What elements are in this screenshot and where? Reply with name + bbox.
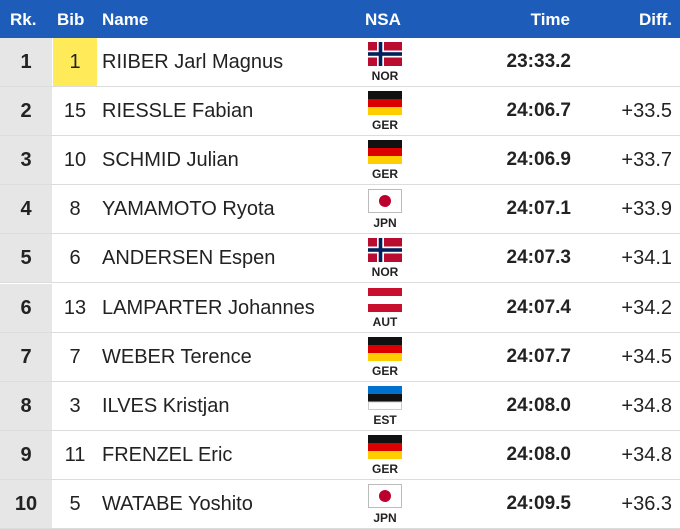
nsa-code: JPN — [373, 510, 397, 525]
rank: 6 — [0, 283, 53, 332]
diff: +34.1 — [621, 247, 672, 270]
athlete-name: ANDERSEN Espen — [102, 247, 276, 270]
nsa-code: JPN — [373, 216, 397, 231]
nsa-code: EST — [373, 412, 397, 427]
nsa-code: GER — [371, 167, 398, 182]
flag — [368, 434, 402, 459]
header-cell: Diff. — [638, 10, 672, 29]
bib: 10 — [63, 149, 87, 172]
bib: 3 — [69, 394, 81, 417]
rank: 1 — [0, 38, 53, 86]
rank: 2 — [0, 87, 53, 136]
athlete-name: FRENZEL Eric — [102, 443, 233, 466]
header-cell: Rk. — [10, 10, 37, 29]
result-row: 5 6 ANDERSEN Espen NOR 24:07.3 +34.1 — [0, 234, 680, 284]
result-row: 3 10 SCHMID Julian GER 24:06.9 +33.7 — [0, 136, 680, 186]
athlete-name: WATABE Yoshito — [102, 492, 253, 515]
time: 24:08.0 — [506, 443, 571, 465]
nsa-code: GER — [371, 118, 398, 133]
bib: 1 — [53, 38, 97, 86]
flag — [368, 483, 402, 508]
diff: +34.5 — [621, 345, 672, 368]
athlete-name: YAMAMOTO Ryota — [102, 198, 275, 221]
result-row: 6 13 LAMPARTER Johannes AUT 24:07.4 +34.2 — [0, 283, 680, 333]
header-cell: Name — [102, 10, 149, 29]
nsa-code: AUT — [372, 314, 398, 329]
flag — [368, 140, 402, 165]
result-row: 2 15 RIESSLE Fabian GER 24:06.7 +33.5 — [0, 87, 680, 137]
athlete-name: ILVES Kristjan — [102, 394, 230, 417]
athlete-name: SCHMID Julian — [102, 149, 239, 172]
bib: 5 — [69, 492, 81, 515]
bib: 15 — [63, 100, 87, 123]
flag — [368, 91, 402, 116]
diff: +33.5 — [621, 100, 672, 123]
time: 24:07.3 — [506, 247, 571, 269]
time: 24:06.9 — [506, 149, 571, 171]
time: 24:07.7 — [506, 345, 571, 367]
result-row: 4 8 YAMAMOTO Ryota JPN 24:07.1 +33.9 — [0, 185, 680, 235]
result-row: 8 3 ILVES Kristjan EST 24:08.0 +34.8 — [0, 381, 680, 431]
athlete-name: RIESSLE Fabian — [102, 100, 254, 123]
diff: +34.8 — [621, 394, 672, 417]
bib: 7 — [69, 345, 81, 368]
bib: 13 — [63, 296, 87, 319]
nsa-code: GER — [371, 461, 398, 476]
rank: 10 — [0, 479, 53, 528]
flag — [368, 238, 402, 263]
nsa-code: NOR — [371, 69, 399, 83]
diff: +36.3 — [621, 492, 672, 515]
flag — [368, 336, 402, 361]
flag — [368, 287, 402, 312]
flag — [368, 189, 402, 214]
nsa-code: GER — [371, 363, 398, 378]
flag — [368, 385, 402, 410]
diff: +34.8 — [621, 443, 672, 466]
bib: 8 — [69, 198, 81, 221]
athlete-name: RIIBER Jarl Magnus — [102, 51, 284, 73]
rank: 7 — [0, 332, 53, 381]
result-row: 1 1 RIIBER Jarl Magnus NOR 23:33.2 — [0, 38, 680, 87]
rank: 4 — [0, 185, 53, 234]
rank: 8 — [0, 381, 53, 430]
header-cell: Bib — [57, 10, 85, 29]
rank: 5 — [0, 234, 53, 283]
bib: 6 — [69, 247, 81, 270]
header-cell: NSA — [365, 10, 401, 29]
diff: +34.2 — [621, 296, 672, 319]
rank: 3 — [0, 136, 53, 185]
time: 24:07.1 — [506, 198, 571, 220]
header-cell: Time — [530, 10, 570, 29]
time: 24:08.0 — [506, 394, 571, 416]
diff: +33.7 — [621, 149, 672, 172]
time: 23:33.2 — [506, 51, 571, 72]
flag — [368, 42, 402, 66]
athlete-name: WEBER Terence — [102, 345, 252, 368]
bib: 11 — [64, 443, 86, 466]
time: 24:09.5 — [506, 492, 571, 514]
rank: 9 — [0, 430, 53, 479]
athlete-name: LAMPARTER Johannes — [102, 296, 315, 319]
result-row: 9 11 FRENZEL Eric GER 24:08.0 +34.8 — [0, 430, 680, 480]
result-row: 7 7 WEBER Terence GER 24:07.7 +34.5 — [0, 332, 680, 382]
header-row: Rk. Bib Name NSA Time Diff. — [0, 0, 680, 38]
nsa-code: NOR — [371, 265, 399, 280]
result-row: 10 5 WATABE Yoshito JPN 24:09.5 +36.3 — [0, 479, 680, 529]
time: 24:06.7 — [506, 100, 571, 122]
time: 24:07.4 — [506, 296, 571, 318]
diff: +33.9 — [621, 198, 672, 221]
